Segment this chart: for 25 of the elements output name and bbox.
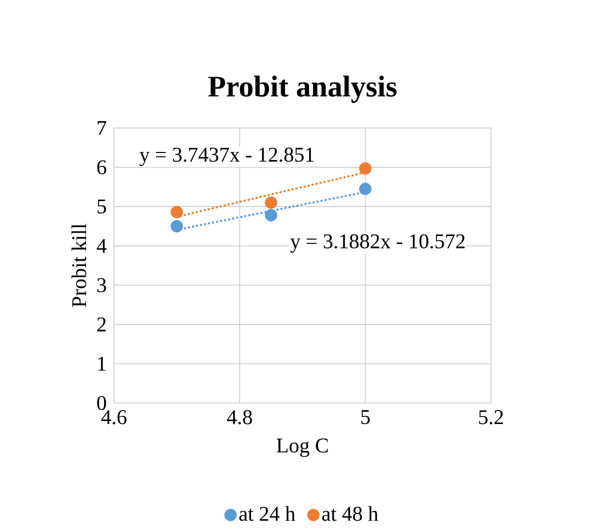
x-axis-title: Log C [276, 438, 328, 457]
y-tick-label: 7 [98, 121, 106, 135]
point [264, 209, 278, 222]
y-tick-label: 4 [96, 238, 107, 253]
x-tick-label: 5.2 [479, 410, 503, 424]
legend-label: at 48 h [322, 506, 378, 521]
x-tick-label: 5 [361, 410, 370, 424]
point [170, 220, 184, 232]
x-tick-label: 4.6 [101, 410, 126, 424]
y-axis-title: Probit kill [72, 224, 86, 308]
point [170, 206, 184, 218]
annotation: y = 3.1882x - 10.572 [290, 234, 465, 253]
y-tick-label: 6 [97, 160, 106, 174]
y-tick-label: 2 [97, 317, 106, 332]
annotation: y = 3.7437x - 12.851 [140, 148, 314, 166]
y-tick-label: 1 [98, 356, 106, 371]
y-tick-label: 3 [97, 278, 106, 292]
chart-title: Probit analysis [208, 76, 397, 103]
y-tick-label: 5 [98, 200, 106, 214]
point [264, 196, 278, 209]
x-tick-label: 4.8 [226, 410, 252, 424]
legend-label: at 24 h [239, 506, 296, 521]
point [359, 162, 372, 175]
point [359, 182, 372, 196]
y-tick-label: 0 [97, 396, 106, 410]
